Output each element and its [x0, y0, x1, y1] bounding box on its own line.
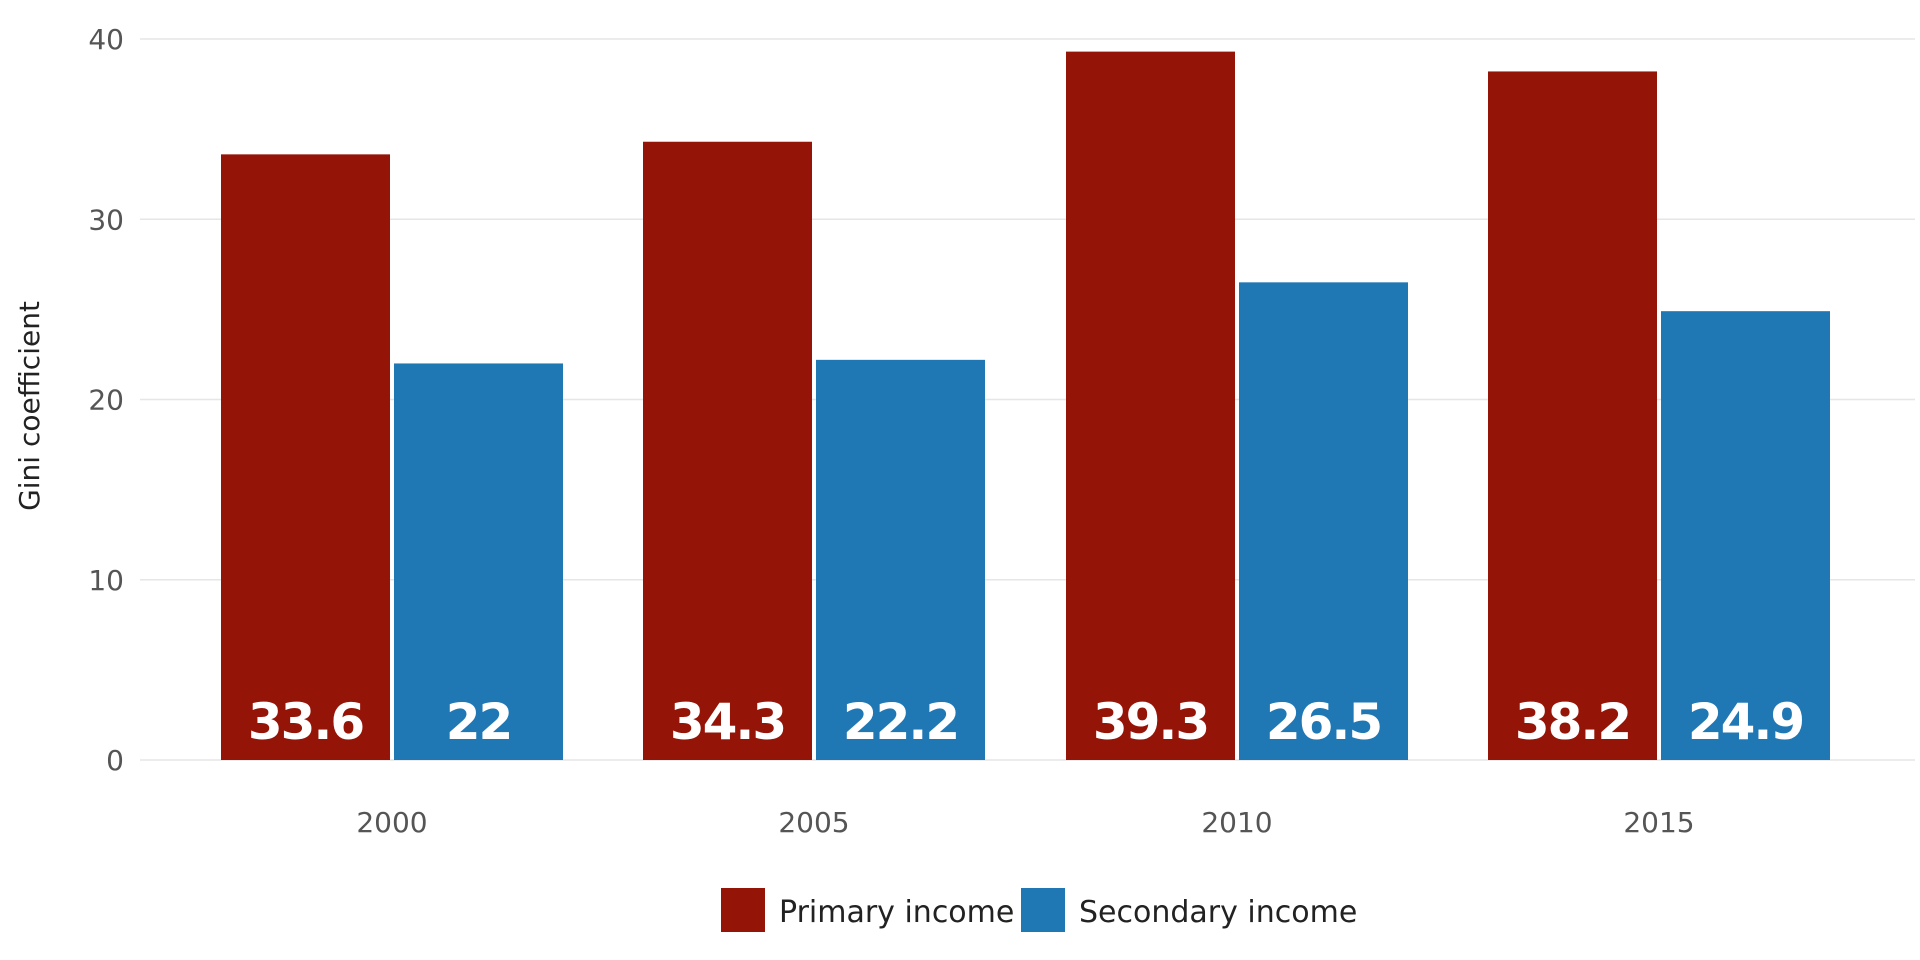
bar [1066, 51, 1235, 761]
legend: Primary income Secondary income [721, 888, 1357, 932]
legend-swatch [1021, 888, 1065, 932]
y-tick-label: 10 [88, 564, 124, 597]
y-axis-title: Gini coefficient [13, 301, 46, 511]
bar-value-label: 24.9 [1688, 693, 1803, 751]
bar-value-label: 33.6 [248, 693, 364, 751]
y-axis-ticks: 0 10 20 30 40 [88, 23, 124, 777]
x-tick-label: 2005 [778, 806, 849, 839]
bar [816, 359, 985, 760]
bar [1661, 311, 1830, 760]
bar-value-label: 38.2 [1515, 693, 1630, 751]
legend-label: Secondary income [1079, 895, 1357, 930]
bars: 33.6 22 34.3 22.2 39.3 26.5 38.2 24.9 [221, 51, 1830, 761]
y-tick-label: 30 [88, 203, 124, 236]
x-tick-label: 2010 [1201, 806, 1272, 839]
bar [394, 363, 563, 760]
x-axis-ticks: 2000 2005 2010 2015 [356, 806, 1694, 839]
bar-value-label: 34.3 [670, 693, 785, 751]
legend-swatch [721, 888, 765, 932]
legend-label: Primary income [779, 895, 1014, 930]
bar [1239, 282, 1408, 760]
y-tick-label: 0 [106, 744, 124, 777]
bar [1488, 71, 1657, 760]
y-tick-label: 20 [88, 384, 124, 417]
y-tick-label: 40 [88, 23, 124, 56]
x-tick-label: 2015 [1623, 806, 1694, 839]
bar-value-label: 22.2 [843, 693, 958, 751]
bar [643, 141, 812, 760]
bar-value-label: 39.3 [1093, 693, 1208, 751]
bar-value-label: 26.5 [1266, 693, 1381, 751]
x-tick-label: 2000 [356, 806, 427, 839]
bar-value-label: 22 [446, 693, 512, 751]
bar [221, 154, 390, 761]
